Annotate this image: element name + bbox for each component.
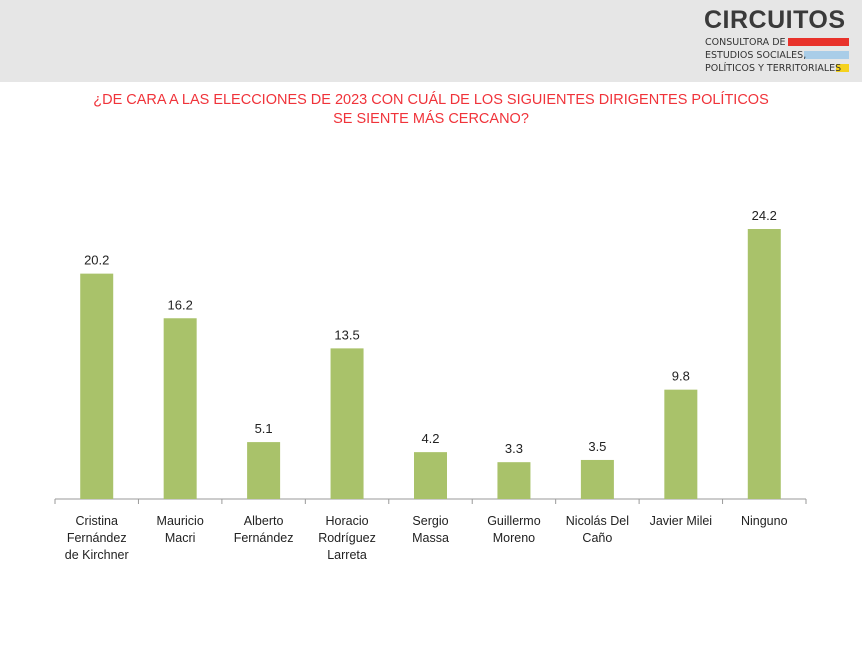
- category-label: Sergio Massa: [386, 513, 476, 547]
- logo-bar-yellow: [836, 64, 849, 72]
- bar: [247, 442, 281, 499]
- category-label-line: Massa: [412, 531, 449, 545]
- category-label-line: Nicolás Del: [565, 514, 629, 528]
- category-label: Mauricio Macri: [135, 513, 225, 547]
- category-label-line: Alberto: [243, 514, 284, 528]
- bar: [163, 318, 197, 499]
- data-label: 3.3: [505, 441, 523, 456]
- category-label-line: Moreno: [492, 531, 536, 545]
- logo-line-3: POLÍTICOS Y TERRITORIALES: [705, 63, 842, 74]
- header-band: [0, 0, 862, 82]
- category-label-line: Guillermo: [487, 514, 541, 528]
- category-label: Javier Milei: [636, 513, 726, 530]
- question-line-2: SE SIENTE MÁS CERCANO?: [333, 111, 529, 127]
- bar: [747, 229, 781, 499]
- category-label-line: Rodríguez: [318, 531, 376, 545]
- category-label: Horacio Rodríguez Larreta: [302, 513, 392, 564]
- bar: [80, 273, 114, 499]
- category-label-line: Ninguno: [740, 514, 788, 528]
- bar: [414, 452, 447, 499]
- logo-bar-blue: [804, 51, 849, 59]
- category-label: Guillermo Moreno: [469, 513, 559, 547]
- bar: [330, 348, 364, 499]
- data-label: 9.8: [672, 369, 690, 384]
- category-label-line: Caño: [582, 531, 613, 545]
- category-label-line: Sergio: [412, 514, 449, 528]
- category-label-line: Mauricio: [156, 514, 204, 528]
- data-label: 13.5: [334, 327, 359, 342]
- category-label: Nicolás Del Caño: [552, 513, 642, 547]
- category-label: Cristina Fernández de Kirchner: [52, 513, 142, 564]
- logo-title: CIRCUITOS: [704, 6, 846, 34]
- category-label: Alberto Fernández: [219, 513, 309, 547]
- category-label-line: Cristina: [75, 514, 118, 528]
- category-label-line: de Kirchner: [64, 548, 129, 562]
- category-label-line: Fernández: [66, 531, 127, 545]
- bar: [664, 389, 698, 499]
- logo-line-2: ESTUDIOS SOCIALES,: [705, 50, 807, 61]
- category-label-line: Fernández: [233, 531, 294, 545]
- category-label-line: Macri: [164, 531, 196, 545]
- bar: [497, 462, 531, 499]
- category-label: Ninguno: [719, 513, 809, 530]
- data-label: 24.2: [752, 208, 777, 223]
- logo-line-1: CONSULTORA DE: [705, 37, 786, 48]
- data-label: 3.5: [588, 439, 606, 454]
- category-label-line: Horacio: [325, 514, 369, 528]
- bar: [580, 459, 614, 499]
- category-label-line: Javier Milei: [649, 514, 713, 528]
- logo-bar-red: [788, 38, 849, 46]
- logo: CIRCUITOS CONSULTORA DE ESTUDIOS SOCIALE…: [704, 6, 856, 78]
- category-label-line: Larreta: [327, 548, 367, 562]
- data-label: 16.2: [168, 297, 193, 312]
- data-label: 5.1: [255, 421, 273, 436]
- question-line-1: ¿DE CARA A LAS ELECCIONES DE 2023 CON CU…: [93, 92, 769, 108]
- survey-question: ¿DE CARA A LAS ELECCIONES DE 2023 CON CU…: [20, 91, 842, 129]
- data-label: 4.2: [421, 431, 439, 446]
- data-label: 20.2: [84, 253, 109, 268]
